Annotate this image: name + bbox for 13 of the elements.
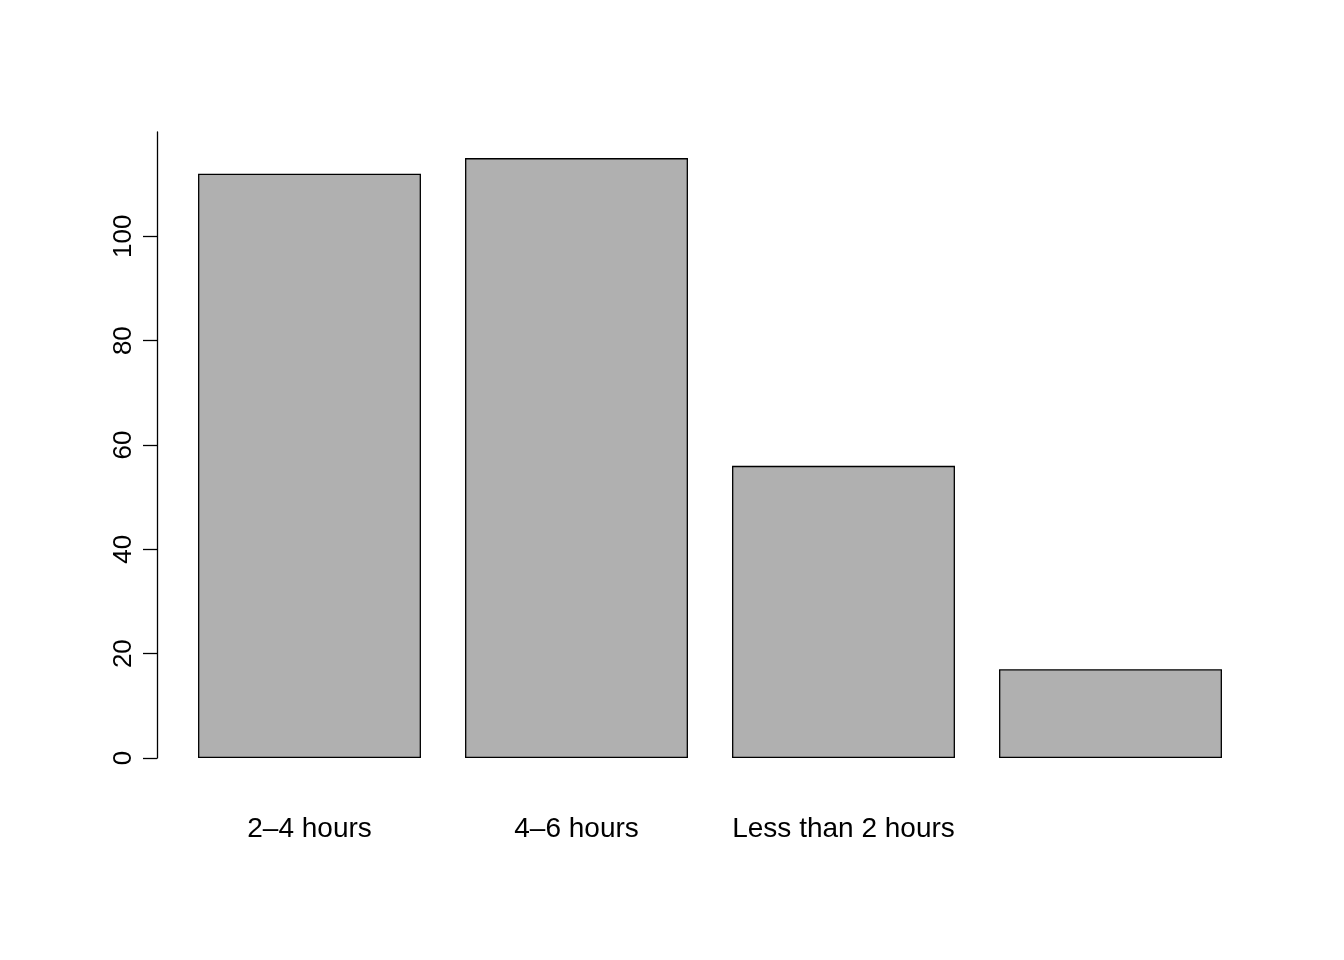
x-tick-label: Less than 2 hours bbox=[732, 811, 955, 843]
y-tick-label: 60 bbox=[107, 430, 137, 460]
y-tick-label: 100 bbox=[107, 214, 137, 259]
y-tick-label: 80 bbox=[107, 326, 137, 356]
y-tick-label: 0 bbox=[107, 750, 137, 766]
bar bbox=[732, 465, 955, 758]
bar bbox=[198, 173, 421, 758]
y-tick-label: 20 bbox=[107, 639, 137, 669]
y-tick-label: 40 bbox=[107, 534, 137, 564]
bar bbox=[999, 669, 1222, 758]
x-tick-label: 4–6 hours bbox=[514, 811, 639, 843]
x-tick-label: 2–4 hours bbox=[247, 811, 372, 843]
bar bbox=[465, 158, 688, 758]
